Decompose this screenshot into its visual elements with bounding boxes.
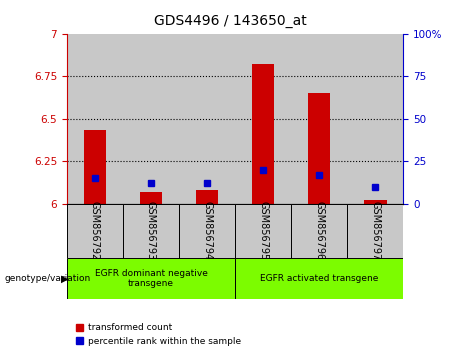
Bar [291,204,347,258]
Bar [308,93,331,204]
Bar [252,64,274,204]
Text: EGFR dominant negative
transgene: EGFR dominant negative transgene [95,269,207,289]
Bar [347,204,403,258]
Bar [235,258,403,299]
Text: GSM856797: GSM856797 [370,201,380,261]
Bar [67,34,123,204]
Text: GSM856792: GSM856792 [90,201,100,261]
Bar [235,34,291,204]
Text: GSM856796: GSM856796 [314,201,324,261]
Text: GSM856793: GSM856793 [146,201,156,261]
Text: ▶: ▶ [61,274,69,284]
Bar [179,34,235,204]
Bar [196,190,218,204]
Bar [123,34,179,204]
Text: EGFR activated transgene: EGFR activated transgene [260,274,378,283]
Text: GDS4496 / 143650_at: GDS4496 / 143650_at [154,14,307,28]
Bar [179,204,235,258]
Bar [67,204,123,258]
Bar [364,200,386,204]
Text: GSM856795: GSM856795 [258,201,268,261]
Bar [291,34,347,204]
Bar [83,131,106,204]
Bar [235,204,291,258]
Text: genotype/variation: genotype/variation [5,274,91,283]
Legend: transformed count, percentile rank within the sample: transformed count, percentile rank withi… [76,324,241,346]
Bar [67,258,235,299]
Bar [140,192,162,204]
Text: GSM856794: GSM856794 [202,201,212,261]
Bar [123,204,179,258]
Bar [347,34,403,204]
